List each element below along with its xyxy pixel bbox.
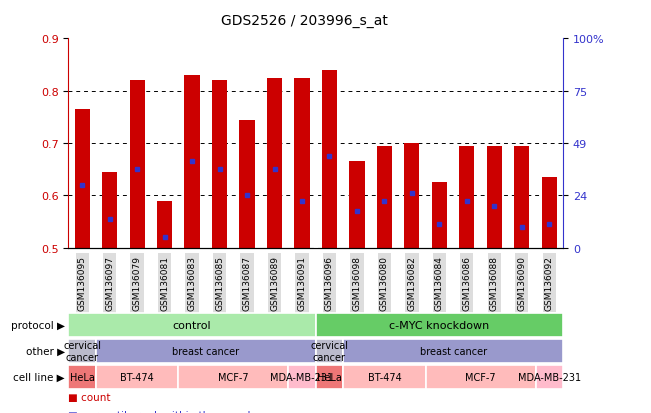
Bar — [432, 183, 447, 248]
Bar — [343, 365, 426, 389]
Bar — [74, 110, 90, 248]
Bar — [212, 81, 227, 248]
Text: cell line ▶: cell line ▶ — [14, 372, 65, 382]
Bar — [240, 120, 255, 248]
Bar — [322, 71, 337, 248]
Text: cervical
cancer: cervical cancer — [311, 340, 348, 362]
Text: ■ count: ■ count — [68, 392, 111, 402]
Text: MCF-7: MCF-7 — [465, 372, 496, 382]
Bar — [343, 339, 563, 363]
Bar — [157, 201, 172, 248]
Bar — [350, 162, 365, 248]
Text: MCF-7: MCF-7 — [218, 372, 249, 382]
Text: breast cancer: breast cancer — [420, 346, 487, 356]
Bar — [68, 313, 316, 337]
Text: MDA-MB-231: MDA-MB-231 — [270, 372, 333, 382]
Bar — [536, 365, 563, 389]
Bar — [514, 146, 529, 248]
Text: GDS2526 / 203996_s_at: GDS2526 / 203996_s_at — [221, 14, 388, 28]
Bar — [184, 76, 200, 248]
Bar — [294, 78, 310, 248]
Bar — [316, 365, 343, 389]
Text: BT-474: BT-474 — [368, 372, 401, 382]
Bar — [404, 144, 419, 248]
Text: HeLa: HeLa — [317, 372, 342, 382]
Text: MDA-MB-231: MDA-MB-231 — [518, 372, 581, 382]
Text: ■ percentile rank within the sample: ■ percentile rank within the sample — [68, 410, 257, 413]
Bar — [426, 365, 536, 389]
Bar — [542, 178, 557, 248]
Bar — [96, 339, 316, 363]
Bar — [178, 365, 288, 389]
Text: cervical
cancer: cervical cancer — [63, 340, 101, 362]
Bar — [316, 339, 343, 363]
Text: HeLa: HeLa — [70, 372, 94, 382]
Text: control: control — [173, 320, 212, 330]
Text: protocol ▶: protocol ▶ — [11, 320, 65, 330]
Bar — [267, 78, 282, 248]
Bar — [68, 339, 96, 363]
Bar — [102, 173, 117, 248]
Bar — [288, 365, 316, 389]
Text: other ▶: other ▶ — [26, 346, 65, 356]
Bar — [487, 146, 502, 248]
Bar — [130, 81, 145, 248]
Bar — [68, 365, 96, 389]
Bar — [377, 146, 392, 248]
Bar — [316, 313, 563, 337]
Text: breast cancer: breast cancer — [173, 346, 240, 356]
Text: BT-474: BT-474 — [120, 372, 154, 382]
Bar — [460, 146, 475, 248]
Bar — [96, 365, 178, 389]
Text: c-MYC knockdown: c-MYC knockdown — [389, 320, 490, 330]
